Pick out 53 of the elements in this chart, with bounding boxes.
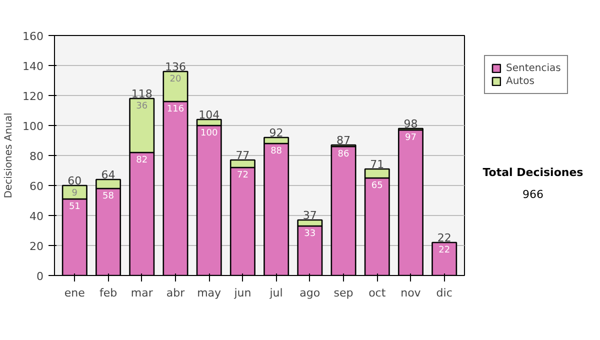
x-tick-label: nov: [400, 286, 422, 300]
data-label: 100: [200, 128, 218, 138]
y-axis-title: Decisiones Anual: [4, 112, 15, 198]
y-tick-label: 40: [30, 210, 44, 223]
data-label: 116: [166, 104, 184, 114]
data-label: 72: [236, 170, 248, 180]
x-tick-label: ene: [64, 286, 86, 300]
data-label: 22: [438, 246, 450, 256]
data-label: 36: [136, 102, 148, 112]
data-label: 86: [338, 150, 350, 160]
data-label: 82: [136, 156, 148, 166]
y-tick-label: 100: [22, 120, 44, 133]
text: 966: [521, 186, 544, 202]
total-label: 136: [164, 60, 186, 74]
y-tick-label: 60: [30, 180, 44, 193]
total-label: 104: [198, 108, 220, 122]
y-tick-label: 160: [22, 30, 44, 43]
x-tick-label: feb: [99, 286, 118, 300]
total-label: 22: [437, 232, 452, 244]
total-label: 118: [131, 88, 152, 100]
x-tick-label: abr: [166, 286, 186, 300]
x-tick-label: mar: [130, 286, 154, 300]
text: Total Decisiones: [482, 165, 584, 181]
legend-label: Sentencias: [506, 62, 561, 74]
x-tick-label: jun: [233, 286, 252, 300]
y-tick-label: 140: [22, 60, 44, 73]
y-tick-label: 20: [30, 240, 44, 253]
legend-label: Autos: [506, 75, 534, 87]
x-tick-label: sep: [334, 286, 354, 300]
y-tick-label: 80: [30, 150, 44, 163]
total-label: 98: [404, 118, 418, 130]
data-label: 65: [371, 181, 383, 191]
x-tick-label: oct: [368, 286, 386, 300]
total-label: 71: [370, 158, 384, 171]
y-tick-label: 120: [22, 90, 44, 103]
x-tick-label: may: [197, 286, 222, 300]
total-label: 87: [336, 134, 351, 147]
x-tick-label: ago: [300, 286, 320, 300]
x-tick-label: jul: [268, 286, 283, 300]
y-tick-label: 0: [36, 270, 44, 283]
total-label: 64: [101, 168, 116, 182]
total-label: 92: [269, 126, 284, 140]
data-label: 20: [170, 74, 182, 84]
data-label: 58: [102, 192, 114, 202]
data-label: 33: [304, 229, 316, 239]
data-label: 88: [270, 146, 282, 156]
total-label: 77: [236, 149, 250, 162]
data-label: 9: [72, 188, 78, 198]
data-label: 97: [405, 133, 416, 143]
data-label: 51: [68, 202, 80, 212]
x-tick-label: dic: [436, 286, 452, 300]
total-label: 60: [68, 174, 82, 188]
total-label: 37: [302, 209, 317, 222]
